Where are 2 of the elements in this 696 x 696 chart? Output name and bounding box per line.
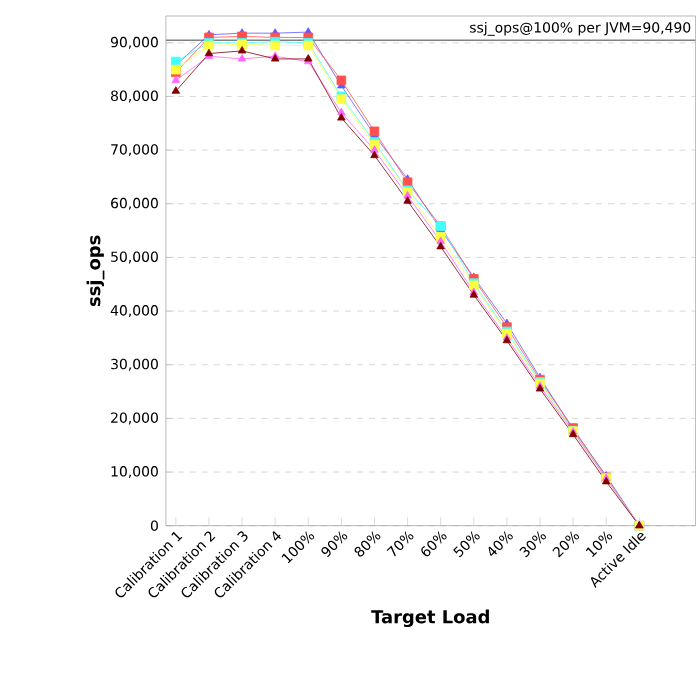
x-axis-title: Target Load xyxy=(371,609,489,628)
y-axis-title: ssj_ops xyxy=(86,235,105,307)
